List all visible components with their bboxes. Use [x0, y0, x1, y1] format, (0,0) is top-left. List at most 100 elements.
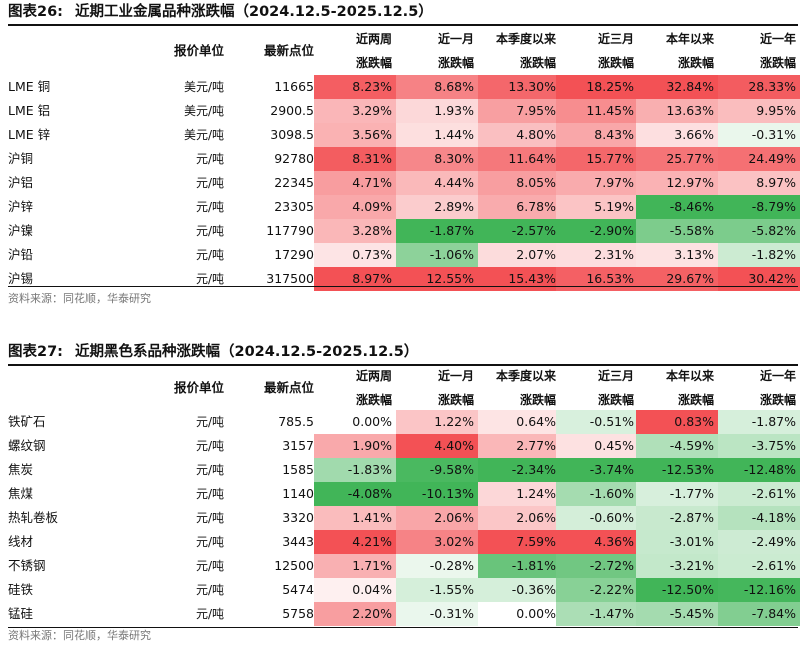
change-cell: -8.46%: [636, 195, 718, 219]
latest-price: 23305: [274, 199, 314, 214]
period-header-line1: 近一年: [759, 32, 796, 46]
price-unit: 元/吨: [195, 583, 224, 597]
latest-price: 5474: [282, 582, 314, 597]
period-header-line1: 近一月: [437, 369, 474, 383]
period-header-line1: 近一年: [759, 369, 796, 383]
change-cell: -1.60%: [556, 482, 638, 506]
change-cell: 0.83%: [636, 410, 718, 434]
change-cell: 13.63%: [636, 99, 718, 123]
change-cell: -2.22%: [556, 578, 638, 602]
change-cell: 15.77%: [556, 147, 638, 171]
change-cell: -2.34%: [478, 458, 560, 482]
change-cell: -1.83%: [314, 458, 396, 482]
change-cell: -5.58%: [636, 219, 718, 243]
commodity-name: 沪镍: [8, 223, 34, 238]
change-cell: 1.24%: [478, 482, 560, 506]
latest-price: 785.5: [278, 414, 314, 429]
price-unit: 美元/吨: [183, 104, 224, 118]
change-cell: 7.97%: [556, 171, 638, 195]
period-header-line2: 涨跌幅: [597, 56, 634, 70]
change-cell: 8.30%: [396, 147, 478, 171]
commodity-name: LME 铜: [8, 79, 51, 94]
commodity-name: LME 锌: [8, 127, 51, 142]
change-cell: -3.01%: [636, 530, 718, 554]
change-cell: -9.58%: [396, 458, 478, 482]
change-cell: 8.97%: [718, 171, 800, 195]
change-cell: 4.71%: [314, 171, 396, 195]
title-rule: [8, 364, 798, 366]
price-unit: 美元/吨: [183, 80, 224, 94]
period-header-line1: 近两周: [355, 369, 392, 383]
change-cell: -3.21%: [636, 554, 718, 578]
change-cell: -12.16%: [718, 578, 800, 602]
source-note: 资料来源：同花顺，华泰研究: [8, 292, 151, 305]
table-title-text: 近期黑色系品种涨跌幅（2024.12.5-2025.12.5）: [74, 344, 419, 360]
change-cell: -2.87%: [636, 506, 718, 530]
change-cell: 28.33%: [718, 75, 800, 99]
commodity-name: 线材: [8, 534, 34, 549]
table-bottom-rule: [8, 286, 798, 287]
change-cell: 8.23%: [314, 75, 396, 99]
latest-price: 22345: [274, 175, 314, 190]
change-cell: 7.59%: [478, 530, 560, 554]
change-cell: -1.81%: [478, 554, 560, 578]
change-cell: -4.08%: [314, 482, 396, 506]
period-header-line1: 近三月: [597, 369, 634, 383]
change-cell: 11.64%: [478, 147, 560, 171]
commodity-name: 热轧卷板: [8, 510, 59, 525]
change-cell: -0.28%: [396, 554, 478, 578]
change-cell: -1.06%: [396, 243, 478, 267]
period-header-line1: 本年以来: [665, 369, 714, 383]
change-cell: -0.31%: [396, 602, 478, 626]
commodity-name: 沪锌: [8, 199, 34, 214]
change-cell: 6.78%: [478, 195, 560, 219]
change-cell: 7.95%: [478, 99, 560, 123]
price-unit: 元/吨: [195, 272, 224, 286]
change-cell: -7.84%: [718, 602, 800, 626]
latest-price: 117790: [266, 223, 314, 238]
change-cell: -12.50%: [636, 578, 718, 602]
commodity-name: 不锈钢: [8, 558, 46, 573]
table-bottom-rule: [8, 627, 798, 628]
period-header-line1: 本年以来: [665, 32, 714, 46]
change-cell: -2.49%: [718, 530, 800, 554]
change-cell: 15.43%: [478, 267, 560, 291]
latest-price: 317500: [266, 271, 314, 286]
change-cell: 5.19%: [556, 195, 638, 219]
change-cell: 18.25%: [556, 75, 638, 99]
change-cell: 2.06%: [396, 506, 478, 530]
price-unit: 元/吨: [195, 559, 224, 573]
change-cell: 3.29%: [314, 99, 396, 123]
change-cell: 3.02%: [396, 530, 478, 554]
change-cell: 2.77%: [478, 434, 560, 458]
change-cell: 2.89%: [396, 195, 478, 219]
period-header-line1: 本季度以来: [495, 32, 556, 46]
change-cell: 13.30%: [478, 75, 560, 99]
table-label: 图表27:: [8, 344, 63, 360]
latest-price: 3443: [282, 534, 314, 549]
change-cell: -2.61%: [718, 482, 800, 506]
change-cell: 0.73%: [314, 243, 396, 267]
change-cell: 8.31%: [314, 147, 396, 171]
change-cell: 3.66%: [636, 123, 718, 147]
change-cell: 4.36%: [556, 530, 638, 554]
table-title-text: 近期工业金属品种涨跌幅（2024.12.5-2025.12.5）: [74, 4, 433, 20]
change-cell: 16.53%: [556, 267, 638, 291]
change-cell: 2.20%: [314, 602, 396, 626]
commodity-name: 沪锡: [8, 271, 34, 286]
change-cell: 12.55%: [396, 267, 478, 291]
change-cell: -2.90%: [556, 219, 638, 243]
latest-price: 2900.5: [270, 103, 314, 118]
change-cell: 2.31%: [556, 243, 638, 267]
change-cell: 0.00%: [314, 410, 396, 434]
unit-column-header: 报价单位: [173, 43, 224, 58]
latest-price: 92780: [274, 151, 314, 166]
change-cell: 0.00%: [478, 602, 560, 626]
change-cell: -0.36%: [478, 578, 560, 602]
change-cell: -0.60%: [556, 506, 638, 530]
latest-price: 1585: [282, 462, 314, 477]
change-cell: -1.82%: [718, 243, 800, 267]
change-cell: 3.56%: [314, 123, 396, 147]
price-unit: 元/吨: [195, 415, 224, 429]
price-unit: 元/吨: [195, 152, 224, 166]
